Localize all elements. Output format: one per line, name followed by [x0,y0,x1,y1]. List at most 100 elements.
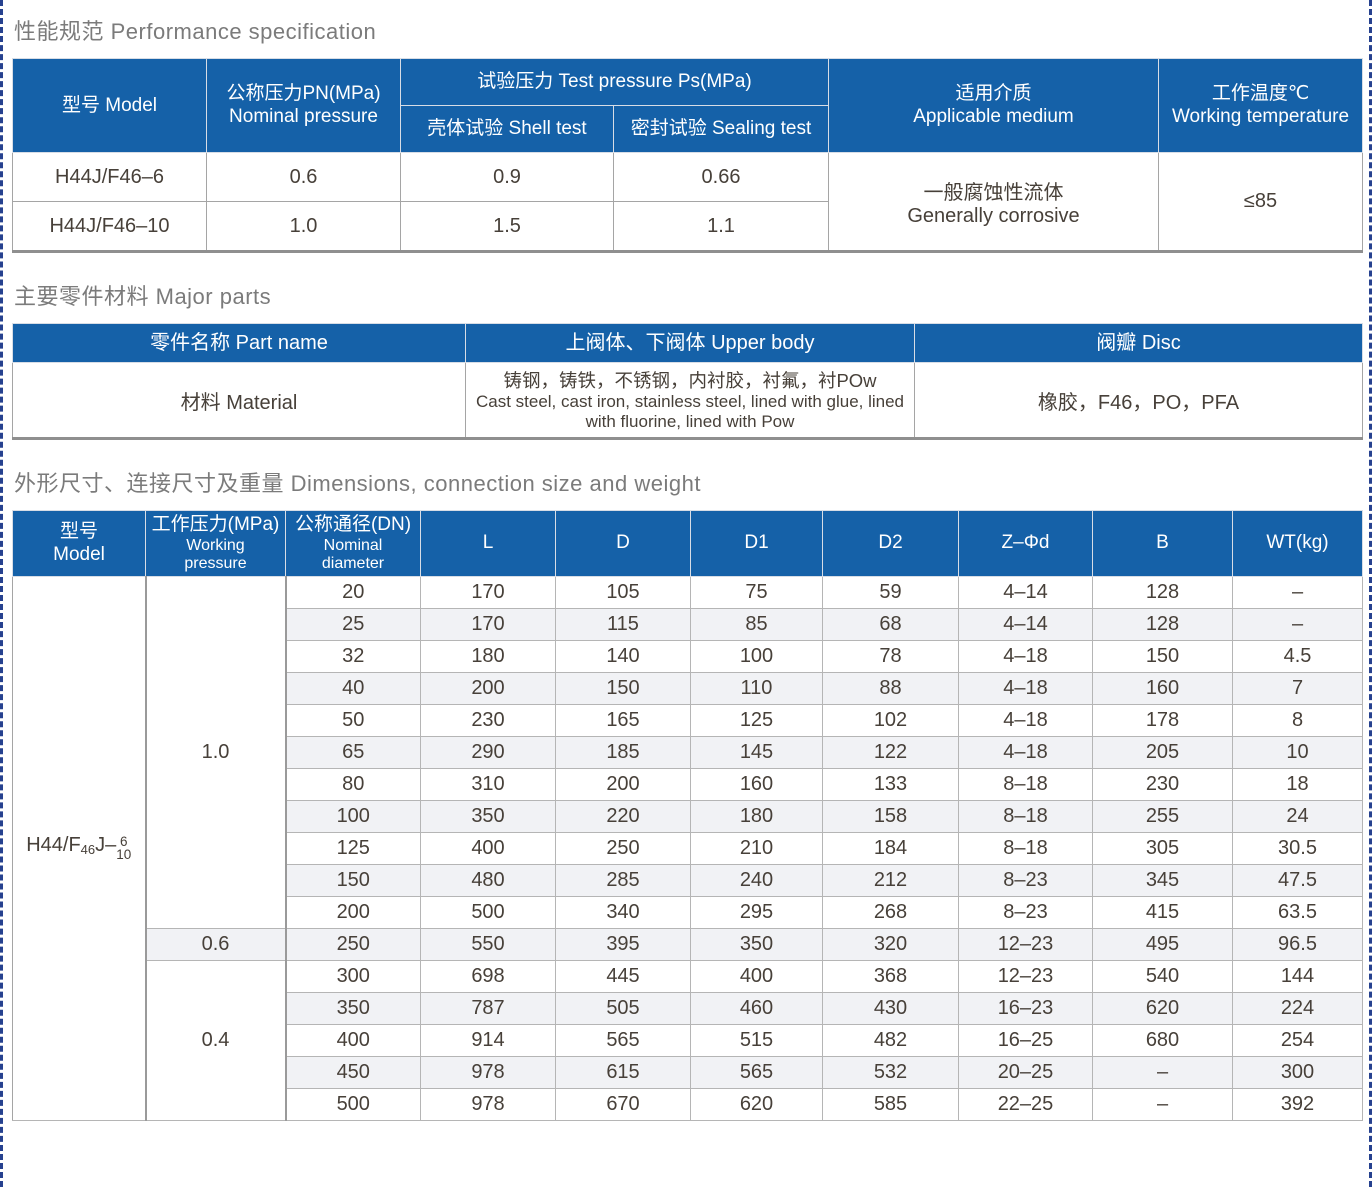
cell: – [1232,607,1363,641]
col-header-disc: 阀瓣 Disc [914,323,1363,363]
working-pressure-cell: 0.6 [145,927,287,961]
cell: 160 [1092,671,1233,705]
cell: 230 [1092,767,1233,801]
cell: 305 [1092,831,1233,865]
cell: 200 [420,671,556,705]
cell: 22–25 [958,1087,1093,1121]
col-header-D: D [555,510,691,577]
cell: 350 [420,799,556,833]
cell: 170 [420,575,556,609]
cell: 110 [690,671,823,705]
cell: 392 [1232,1087,1363,1121]
cell: 615 [555,1055,691,1089]
col-header-B: B [1092,510,1233,577]
model-zh: 型号 [59,520,98,542]
cell: 12–23 [958,927,1093,961]
cell: 285 [555,863,691,897]
cell: 620 [690,1087,823,1121]
dn-cell: 200 [285,895,421,929]
model-cell: H44J/F46–10 [12,201,207,252]
cell: 12–23 [958,959,1093,993]
cell: 430 [822,991,959,1025]
cell: 255 [1092,799,1233,833]
dn-cell: 250 [285,927,421,961]
cell: 128 [1092,575,1233,609]
dn-cell: 400 [285,1023,421,1057]
cell: 4.5 [1232,639,1363,673]
cell: 550 [420,927,556,961]
col-header-model: 型号 Model [12,58,207,153]
model-mid: J– [95,834,117,857]
cell: 698 [420,959,556,993]
pressure-en2: pressure [184,555,247,573]
cell: 4–18 [958,639,1093,673]
model-cell: H44/F46J– 6 10 [12,575,147,1121]
cell: 500 [420,895,556,929]
cell: 482 [822,1023,959,1057]
dn-cell: 150 [285,863,421,897]
model-en: Model [53,544,105,566]
table-row: 0.4 300 698 445 400 368 12–23 540 144 [13,959,1363,1121]
cell: 8–18 [958,767,1093,801]
table-row: H44J/F46–6 0.6 0.9 0.66 一般腐蚀性流体 Generall… [12,152,1363,252]
cell: 16–25 [958,1023,1093,1057]
cell: 8–18 [958,831,1093,865]
performance-section-title: 性能规范 Performance specification [14,19,377,44]
cell: 340 [555,895,691,929]
cell: 978 [420,1087,556,1121]
dn-en2: diameter [321,555,385,573]
cell: 122 [822,735,959,769]
cell: 445 [555,959,691,993]
cell: 8–18 [958,799,1093,833]
nominal-cell: 1.0 [206,201,401,252]
cell: 180 [420,639,556,673]
dn-zh: 公称通径(DN) [294,514,412,535]
cell: 4–18 [958,735,1093,769]
col-header-temperature: 工作温度℃ Working temperature [1158,58,1363,153]
dn-cell: 350 [285,991,421,1025]
cell: 345 [1092,863,1233,897]
working-pressure-cell: 1.0 [145,575,287,929]
cell: 320 [822,927,959,961]
cell: 268 [822,895,959,929]
col-header-D2: D2 [822,510,959,577]
col-header-ZPhid: Z–Φd [958,510,1093,577]
model-subscript: 46 [80,842,96,858]
cell: 75 [690,575,823,609]
cell: – [1092,1055,1233,1089]
model-fraction-top: 6 [120,834,128,850]
dimensions-table: 型号 Model 工作压力(MPa) Working pressure 公称通径… [12,510,1363,1121]
col-header-medium: 适用介质 Applicable medium [828,58,1159,153]
medium-cell: 一般腐蚀性流体 Generally corrosive [828,152,1159,252]
table-row: 500 978 670 620 585 22–25–392 [13,1087,1363,1121]
cell: 395 [555,927,691,961]
cell: 102 [822,703,959,737]
col-header-nominal-pressure: 公称压力PN(MPa) Nominal pressure [206,58,401,153]
cell: 415 [1092,895,1233,929]
cell: 400 [420,831,556,865]
table-row: H44/F46J– 6 10 1.0 20 170 105 75 59 4–14 128– [12,575,1363,1121]
part-name-cell: 材料 Material [12,362,466,439]
dn-cell: 450 [285,1055,421,1089]
cell: 300 [1232,1055,1363,1089]
col-header-upper-body: 上阀体、下阀体 Upper body [465,323,915,363]
model-cell: H44J/F46–6 [12,152,207,202]
temperature-zh: 工作温度℃ [1211,82,1310,104]
cell: 212 [822,863,959,897]
cell: 96.5 [1232,927,1363,961]
cell: 224 [1232,991,1363,1025]
medium-zh: 适用介质 [955,82,1032,104]
cell: 20–25 [958,1055,1093,1089]
cell: 585 [822,1087,959,1121]
cell: 230 [420,703,556,737]
medium-value-zh: 一般腐蚀性流体 [923,181,1064,204]
cell: 178 [1092,703,1233,737]
cell: 4–14 [958,607,1093,641]
dn-cell: 20 [285,575,421,609]
cell: 150 [1092,639,1233,673]
table-row: H44J/F46–10 1.0 1.5 1.1 [12,201,1363,252]
temperature-en: Working temperature [1171,105,1350,127]
cell: 670 [555,1087,691,1121]
model-fraction-bottom: 10 [116,847,132,863]
cell: 158 [822,799,959,833]
